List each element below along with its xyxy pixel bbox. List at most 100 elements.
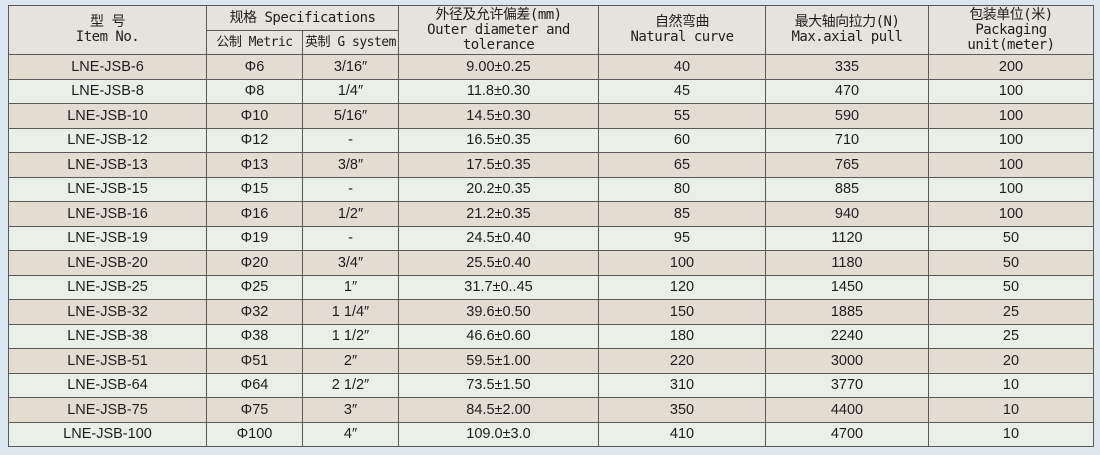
cell-metric: Φ16 [206,201,303,227]
cell-natural-curve: 55 [598,103,766,129]
cell-g-system: - [302,225,399,251]
cell-g-system: 2 1/2″ [302,372,399,398]
cell-item-no: LNE-JSB-16 [8,201,207,227]
cell-g-system: 1 1/2″ [302,323,399,349]
cell-g-system: - [302,176,399,202]
cell-g-system: 4″ [302,421,399,447]
cell-metric: Φ12 [206,127,303,153]
cell-metric: Φ100 [206,421,303,447]
cell-g-system: 1″ [302,274,399,300]
table-row: LNE-JSB-64 Φ64 2 1/2″ 73.5±1.50 310 3770 10 [8,372,1094,398]
cell-item-no: LNE-JSB-20 [8,250,207,276]
cell-max-axial-pull: 710 [765,127,929,153]
table-row: LNE-JSB-19 Φ19-24.5±0.40 95 1120 50 [8,225,1094,251]
cell-packaging-unit: 50 [928,274,1094,300]
cell-item-no: LNE-JSB-38 [8,323,207,349]
cell-max-axial-pull: 4400 [765,397,929,423]
cell-natural-curve: 95 [598,225,766,251]
cell-max-axial-pull: 590 [765,103,929,129]
table-row: LNE-JSB-10 Φ10 5/16″ 14.5±0.30 55 590 100 [8,103,1094,129]
header-specifications: 规格 Specifications [206,5,399,31]
cell-g-system: 1 1/4″ [302,299,399,325]
cell-packaging-unit: 100 [928,127,1094,153]
cell-item-no: LNE-JSB-51 [8,348,207,374]
header-item-no: 型 号 Item No. [8,5,207,55]
cell-metric: Φ8 [206,78,303,104]
cell-max-axial-pull: 765 [765,152,929,178]
cell-outer-diameter: 109.0±3.0 [398,421,599,447]
table-row: LNE-JSB-8 Φ8 1/4″ 11.8±0.30 45 470 100 [8,78,1094,104]
cell-metric: Φ10 [206,103,303,129]
cell-item-no: LNE-JSB-15 [8,176,207,202]
cell-item-no: LNE-JSB-12 [8,127,207,153]
cell-natural-curve: 120 [598,274,766,300]
cell-g-system: 3″ [302,397,399,423]
cell-outer-diameter: 9.00±0.25 [398,54,599,80]
cell-g-system: 2″ [302,348,399,374]
cell-packaging-unit: 100 [928,201,1094,227]
cell-item-no: LNE-JSB-6 [8,54,207,80]
cell-item-no: LNE-JSB-13 [8,152,207,178]
table-row: LNE-JSB-20 Φ20 3/4″ 25.5±0.40 100 1180 50 [8,250,1094,276]
cell-metric: Φ20 [206,250,303,276]
cell-packaging-unit: 10 [928,372,1094,398]
cell-natural-curve: 310 [598,372,766,398]
cell-max-axial-pull: 335 [765,54,929,80]
cell-g-system: 1/2″ [302,201,399,227]
table-row: LNE-JSB-15 Φ15-20.2±0.35 80 885 100 [8,176,1094,202]
header-natural-curve: 自然弯曲 Natural curve [598,5,766,55]
cell-packaging-unit: 50 [928,225,1094,251]
cell-metric: Φ38 [206,323,303,349]
header-outer-diameter: 外径及允许偏差(mm) Outer diameter and tolerance [398,5,599,55]
cell-max-axial-pull: 3770 [765,372,929,398]
header-metric: 公制 Metric [206,30,303,55]
cell-max-axial-pull: 2240 [765,323,929,349]
cell-packaging-unit: 50 [928,250,1094,276]
cell-outer-diameter: 21.2±0.35 [398,201,599,227]
cell-packaging-unit: 100 [928,176,1094,202]
cell-outer-diameter: 11.8±0.30 [398,78,599,104]
cell-max-axial-pull: 940 [765,201,929,227]
cell-packaging-unit: 25 [928,323,1094,349]
cell-g-system: 3/4″ [302,250,399,276]
cell-item-no: LNE-JSB-75 [8,397,207,423]
cell-outer-diameter: 20.2±0.35 [398,176,599,202]
cell-max-axial-pull: 3000 [765,348,929,374]
cell-max-axial-pull: 885 [765,176,929,202]
cell-natural-curve: 65 [598,152,766,178]
table-row: LNE-JSB-75 Φ75 3″ 84.5±2.00 350 4400 10 [8,397,1094,423]
cell-outer-diameter: 16.5±0.35 [398,127,599,153]
cell-natural-curve: 85 [598,201,766,227]
cell-metric: Φ51 [206,348,303,374]
cell-item-no: LNE-JSB-64 [8,372,207,398]
cell-outer-diameter: 31.7±0..45 [398,274,599,300]
cell-g-system: - [302,127,399,153]
cell-metric: Φ15 [206,176,303,202]
cell-g-system: 3/16″ [302,54,399,80]
cell-max-axial-pull: 4700 [765,421,929,447]
cell-outer-diameter: 46.6±0.60 [398,323,599,349]
cell-packaging-unit: 20 [928,348,1094,374]
header-max-axial-pull: 最大轴向拉力(N) Max.axial pull [765,5,929,55]
cell-natural-curve: 220 [598,348,766,374]
cell-outer-diameter: 84.5±2.00 [398,397,599,423]
cell-max-axial-pull: 1180 [765,250,929,276]
cell-item-no: LNE-JSB-19 [8,225,207,251]
cell-metric: Φ19 [206,225,303,251]
cell-metric: Φ6 [206,54,303,80]
cell-natural-curve: 100 [598,250,766,276]
cell-natural-curve: 410 [598,421,766,447]
cell-metric: Φ25 [206,274,303,300]
cell-metric: Φ32 [206,299,303,325]
cell-max-axial-pull: 1120 [765,225,929,251]
cell-natural-curve: 80 [598,176,766,202]
cell-natural-curve: 40 [598,54,766,80]
cell-natural-curve: 180 [598,323,766,349]
cell-outer-diameter: 17.5±0.35 [398,152,599,178]
cell-natural-curve: 45 [598,78,766,104]
cell-metric: Φ64 [206,372,303,398]
cell-outer-diameter: 73.5±1.50 [398,372,599,398]
cell-natural-curve: 150 [598,299,766,325]
cell-metric: Φ13 [206,152,303,178]
cell-packaging-unit: 10 [928,421,1094,447]
